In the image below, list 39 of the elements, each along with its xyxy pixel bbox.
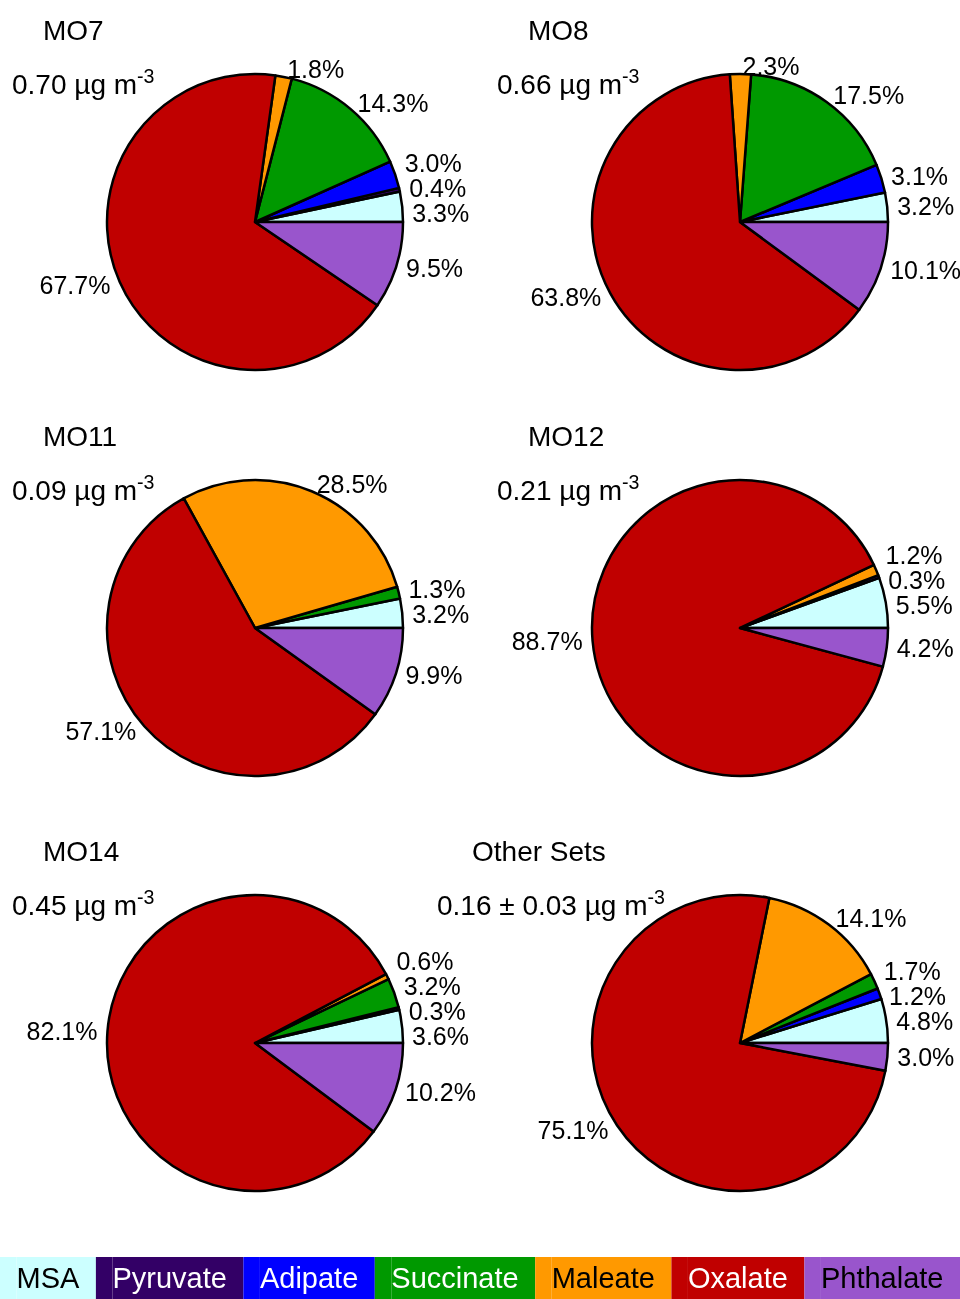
data-label: 75.1%	[537, 1115, 609, 1144]
data-label: 9.9%	[405, 661, 463, 690]
legend-label: Phthalate	[820, 1262, 944, 1294]
data-label: 14.1%	[835, 903, 907, 932]
data-label: 57.1%	[65, 717, 137, 746]
chart-title: Other Sets	[472, 836, 606, 867]
data-label: 17.5%	[833, 81, 905, 110]
chart-title: MO12	[528, 421, 605, 452]
chart-title: MO11	[43, 421, 118, 452]
data-label: 3.2%	[897, 192, 955, 221]
chart-subtitle: 0.16 ± 0.03 µg m$^{-3}$	[437, 886, 666, 921]
data-label: 63.8%	[530, 282, 602, 311]
data-label: 10.1%	[890, 256, 960, 285]
chart-title: MO8	[528, 15, 589, 46]
data-label: 67.7%	[39, 271, 111, 300]
data-label: 88.7%	[511, 627, 583, 656]
data-label: 1.8%	[287, 54, 345, 83]
data-label: 10.2%	[405, 1077, 476, 1106]
legend-label: Adipate	[259, 1262, 359, 1294]
data-label: 2.3%	[742, 51, 800, 80]
legend-label: MSA	[16, 1262, 81, 1294]
legend-label: Succinate	[391, 1262, 519, 1294]
data-label: 82.1%	[26, 1016, 98, 1045]
data-label: 3.0%	[897, 1043, 955, 1072]
data-label: 9.5%	[406, 253, 464, 282]
data-label: 3.1%	[891, 161, 949, 190]
chart-subtitle: 0.45 µg m$^{-3}$	[12, 886, 155, 921]
chart-title: MO7	[43, 15, 104, 46]
data-label: 4.2%	[896, 634, 954, 663]
chart-subtitle: 0.70 µg m$^{-3}$	[12, 65, 155, 100]
chart-subtitle: 0.66 µg m$^{-3}$	[497, 65, 640, 100]
chart-title: MO14	[43, 836, 120, 867]
legend-label: Maleate	[551, 1262, 655, 1294]
chart-subtitle: 0.09 µg m$^{-3}$	[12, 471, 155, 506]
chart-subtitle: 0.21 µg m$^{-3}$	[497, 471, 640, 506]
legend-label: Oxalate	[687, 1262, 788, 1294]
data-label: 14.3%	[357, 88, 429, 117]
legend-label: Pyruvate	[112, 1262, 227, 1294]
data-label: 28.5%	[316, 469, 388, 498]
